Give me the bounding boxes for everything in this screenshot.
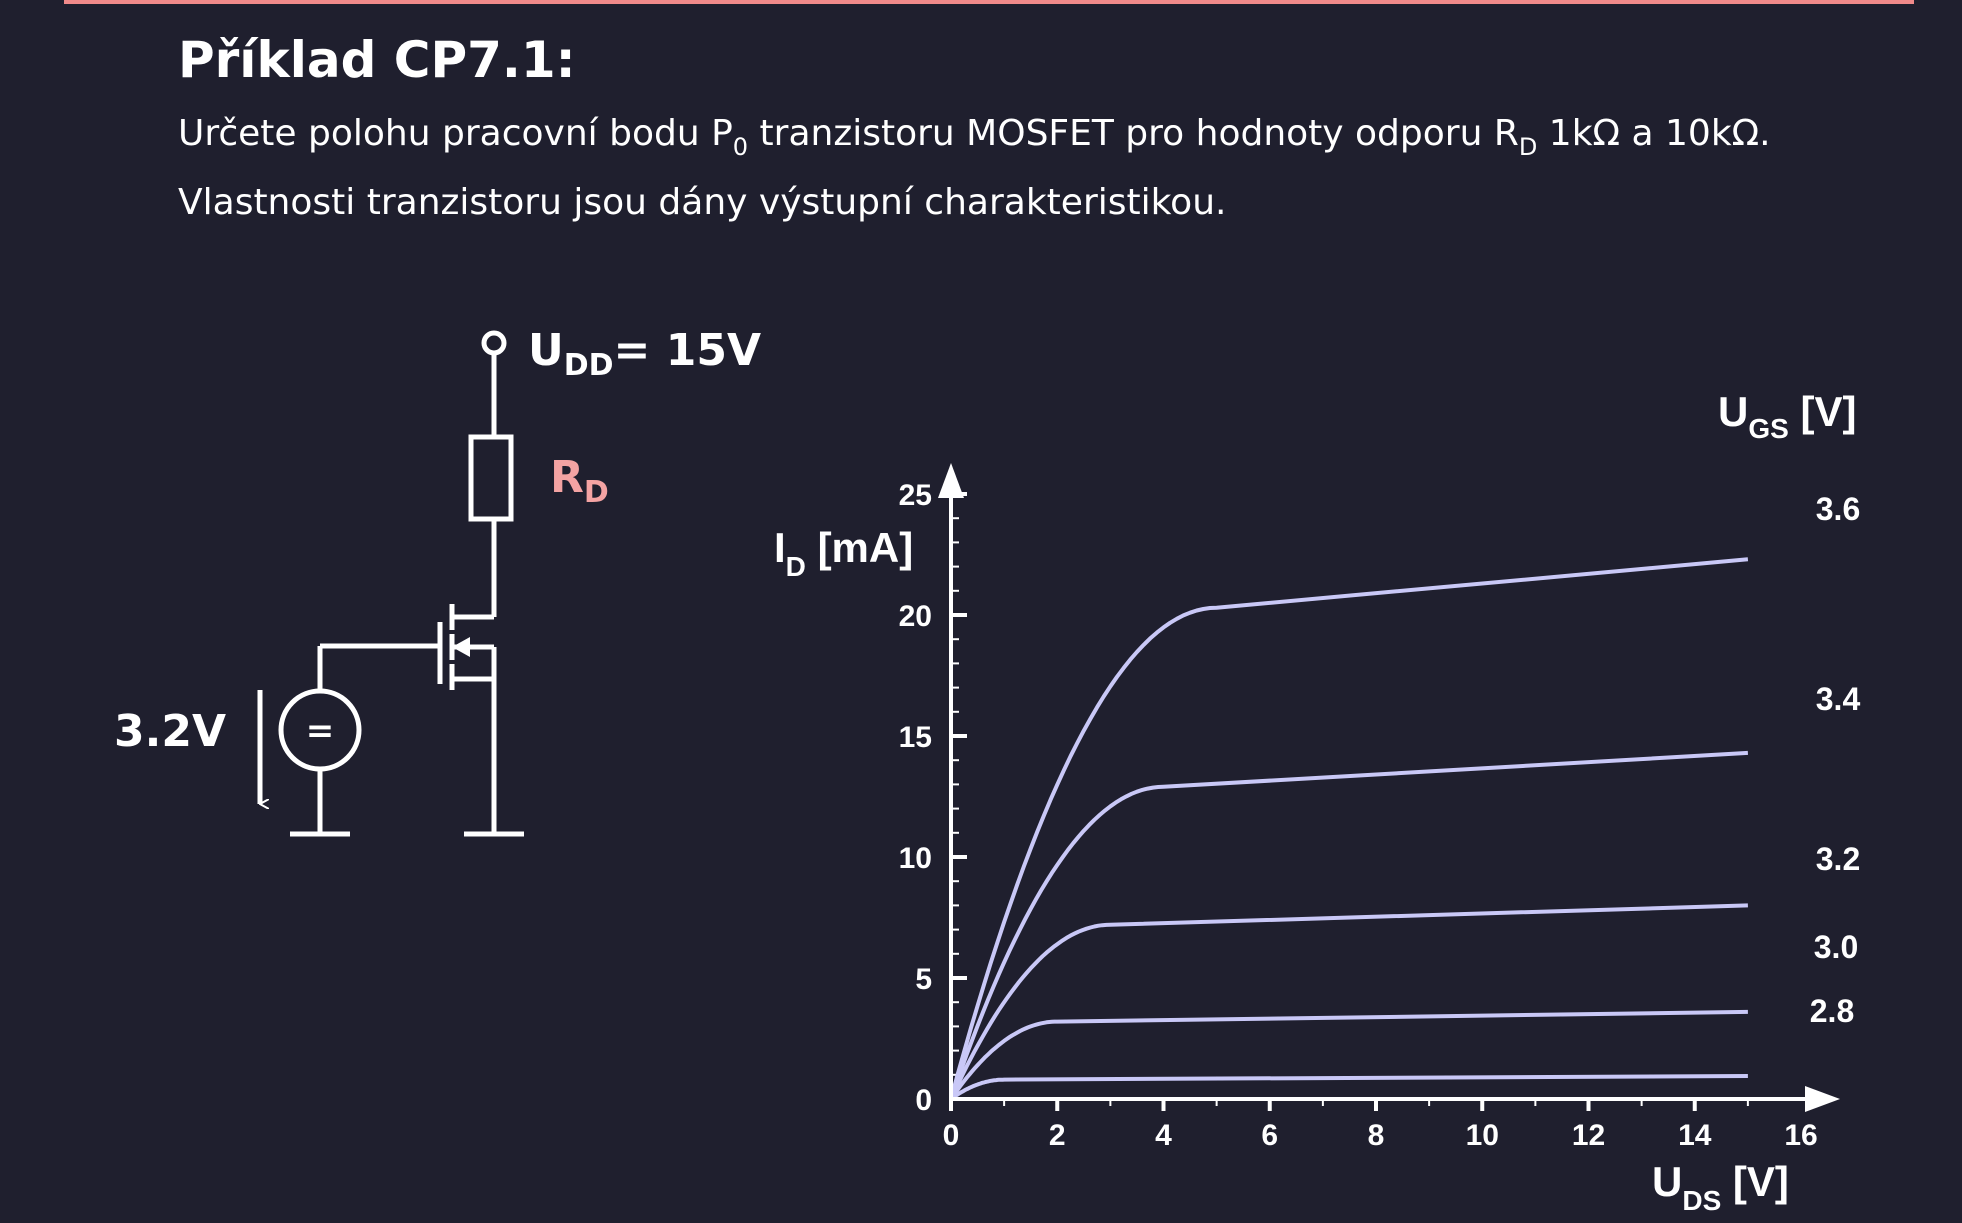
x-tick-label: 8 [1368,1119,1385,1152]
slide-title: Příklad CP7.1: [178,31,576,89]
rd-label: RD [550,452,609,510]
curve-group [949,557,1749,1101]
udd-terminal-icon [481,330,507,356]
curve-1 [949,750,1749,1100]
source-voltage-label: 3.2V [114,706,226,757]
desc-text-b: tranzistoru MOSFET pro hodnoty odporu R [748,113,1519,154]
series-label: 2.8 [1810,993,1854,1029]
curve-2 [949,903,1748,1100]
x-tick-label: 0 [943,1119,960,1152]
y-tick-label: 15 [899,721,932,754]
x-tick-label: 4 [1155,1119,1172,1152]
series-label: 3.6 [1816,491,1860,527]
top-accent-line [64,0,1914,4]
x-axis-arrow-icon [1805,1086,1840,1112]
legend-title: UGS [V] [1718,388,1856,444]
y-axis-label: ID [mA] [774,524,913,582]
y-axis-ticks: 0 5 10 15 20 25 [899,479,967,1117]
series-label: 3.4 [1816,681,1861,717]
x-tick-label: 6 [1261,1119,1278,1152]
x-tick-label: 10 [1466,1119,1499,1152]
mosfet-circuit [257,330,524,837]
series-label: 3.0 [1814,929,1858,965]
y-axis-arrow-icon [938,463,964,498]
mosfet-body-arrow-icon [452,637,470,657]
series-label-group: 3.6 3.4 3.2 3.0 2.8 [1810,491,1861,1029]
series-label: 3.2 [1816,841,1860,877]
description-line-1: Určete polohu pracovní bodu P0 tranzisto… [178,106,1771,175]
resistor-rd-icon [468,434,514,522]
y-tick-label: 5 [915,963,932,996]
output-characteristic-chart: 0 5 10 15 20 25 0 2 4 6 8 10 12 14 16 3.6 3.4 3.2 3.0 2.8… [774,388,1860,1216]
slide-description: Určete polohu pracovní bodu P0 tranzisto… [178,106,1771,231]
description-line-2: Vlastnosti tranzistoru jsou dány výstupn… [178,182,1227,223]
curve-3 [949,1009,1748,1101]
desc-p-subscript: 0 [732,133,749,161]
y-tick-label: 0 [915,1084,932,1117]
udd-label: UDD= 15V [528,325,761,383]
x-axis-label: UDS [V] [1652,1158,1789,1216]
desc-text-a: Určete polohu pracovní bodu P [178,113,733,154]
curve-0 [949,557,1749,1100]
y-tick-label: 10 [899,842,932,875]
curve-4 [949,1074,1748,1101]
source-symbol-label: = [306,711,335,751]
desc-text-c: 1kΩ a 10kΩ. [1537,113,1771,154]
x-tick-label: 14 [1678,1119,1712,1152]
y-tick-label: 20 [899,600,932,633]
y-tick-label: 25 [899,479,932,512]
x-tick-label: 12 [1572,1119,1605,1152]
desc-r-subscript: D [1518,133,1538,161]
x-axis-ticks: 0 2 4 6 8 10 12 14 16 [943,1099,1818,1152]
x-tick-label: 2 [1049,1119,1066,1152]
x-tick-label: 16 [1784,1119,1817,1152]
